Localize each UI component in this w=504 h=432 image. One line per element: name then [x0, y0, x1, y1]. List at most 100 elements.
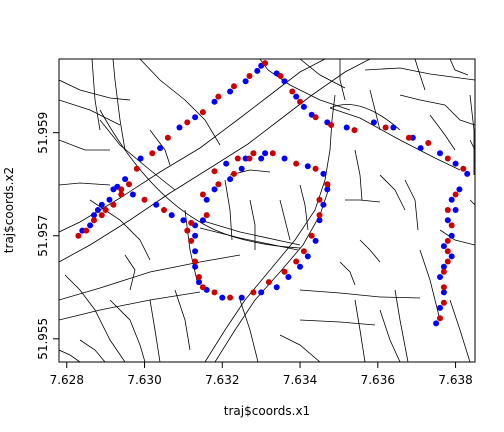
- data-point-red: [215, 93, 222, 100]
- road-line: [99, 119, 176, 191]
- data-point-red: [133, 165, 140, 172]
- road-line: [449, 59, 469, 76]
- data-point-blue: [137, 155, 144, 162]
- data-point-red: [199, 284, 206, 291]
- x-tick-label: 7.628: [50, 373, 84, 387]
- data-point-blue: [192, 248, 199, 255]
- data-point-red: [184, 119, 191, 126]
- data-point-red: [425, 140, 432, 146]
- data-point-blue: [304, 163, 311, 170]
- data-point-red: [246, 155, 253, 162]
- data-point-blue: [91, 212, 97, 219]
- road-line: [112, 59, 126, 151]
- road-line: [299, 184, 309, 231]
- data-point-blue: [440, 289, 447, 296]
- road-line: [59, 254, 241, 301]
- road-line: [239, 299, 259, 362]
- data-point-red: [192, 258, 199, 265]
- data-point-red: [102, 207, 109, 213]
- y-tick-label: 51.957: [36, 215, 50, 257]
- road-line: [379, 174, 406, 211]
- x-tick-label: 7.632: [205, 373, 239, 387]
- data-point-red: [211, 289, 218, 296]
- road-line: [59, 79, 131, 101]
- data-point-blue: [452, 160, 459, 167]
- data-point-red: [246, 73, 253, 79]
- data-point-blue: [211, 186, 218, 193]
- data-point-red: [184, 227, 191, 234]
- road-line: [469, 199, 475, 206]
- data-point-red: [215, 181, 222, 188]
- data-point-blue: [390, 124, 397, 131]
- data-point-blue: [192, 263, 199, 270]
- data-point-blue: [258, 155, 265, 162]
- data-point-red: [231, 170, 237, 177]
- road-line: [259, 59, 351, 111]
- data-point-red: [444, 207, 451, 213]
- road-line: [469, 94, 475, 175]
- data-point-blue: [316, 217, 323, 224]
- data-point-red: [196, 274, 202, 280]
- road-line: [439, 229, 475, 246]
- data-point-red: [234, 155, 241, 162]
- road-line: [354, 149, 363, 201]
- road-line: [249, 199, 256, 250]
- data-point-blue: [448, 196, 455, 203]
- data-point-blue: [203, 196, 210, 203]
- data-point-blue: [262, 150, 269, 157]
- data-point-blue: [168, 212, 175, 219]
- data-point-blue: [94, 207, 101, 213]
- data-point-red: [444, 237, 451, 244]
- data-point-blue: [456, 186, 463, 193]
- data-point-red: [382, 124, 389, 131]
- data-point-blue: [300, 103, 307, 110]
- x-tick-label: 7.630: [127, 373, 161, 387]
- data-point-red: [293, 160, 300, 167]
- road-line: [394, 289, 409, 362]
- road-line: [449, 299, 471, 362]
- data-point-red: [440, 299, 447, 306]
- data-point-red: [98, 212, 105, 219]
- data-point-blue: [297, 263, 303, 270]
- road-line: [299, 289, 421, 299]
- road-network: [59, 59, 475, 362]
- road-line: [59, 291, 201, 321]
- data-point-blue: [448, 253, 455, 260]
- data-points: [75, 60, 471, 327]
- road-line: [379, 309, 401, 362]
- data-point-red: [269, 150, 276, 157]
- road-line: [184, 209, 199, 286]
- data-point-blue: [320, 170, 327, 177]
- data-point-blue: [440, 243, 447, 250]
- y-tick-label: 51.959: [36, 112, 50, 154]
- data-point-blue: [153, 201, 160, 208]
- data-point-blue: [437, 304, 443, 311]
- x-tick-label: 7.636: [361, 373, 395, 387]
- road-line: [299, 319, 376, 326]
- data-point-blue: [242, 78, 249, 85]
- road-line: [279, 199, 291, 241]
- data-point-red: [265, 279, 272, 286]
- data-point-blue: [324, 186, 331, 193]
- data-point-red: [110, 201, 117, 208]
- data-point-blue: [417, 145, 424, 152]
- data-point-blue: [312, 237, 319, 244]
- data-point-red: [75, 232, 82, 239]
- data-point-red: [126, 181, 132, 188]
- data-point-red: [141, 196, 148, 203]
- data-point-red: [289, 88, 296, 95]
- data-point-red: [297, 98, 303, 105]
- y-axis-title: traj$coords.x2: [2, 167, 16, 253]
- data-point-red: [118, 186, 125, 193]
- data-point-red: [91, 217, 97, 224]
- data-point-red: [328, 122, 335, 128]
- data-point-red: [308, 232, 315, 239]
- road-line: [91, 59, 101, 131]
- data-point-blue: [304, 253, 311, 260]
- data-point-blue: [87, 222, 94, 229]
- x-tick-label: 7.634: [283, 373, 317, 387]
- data-point-red: [351, 127, 358, 134]
- road-line: [64, 274, 126, 362]
- road-line: [399, 94, 446, 106]
- data-point-blue: [196, 279, 202, 286]
